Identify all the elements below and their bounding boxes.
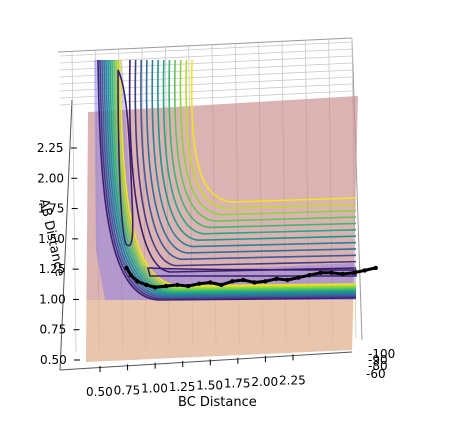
grid-line xyxy=(71,51,77,353)
trajectory-point xyxy=(285,277,290,283)
trajectory-point xyxy=(274,276,279,281)
trajectory-point xyxy=(230,279,235,284)
trajectory-point xyxy=(318,270,323,275)
trajectory-point xyxy=(307,273,312,278)
trajectory-point xyxy=(164,283,169,289)
z-axis-ticks: -100-90-80-60 xyxy=(366,347,395,381)
trajectory-point xyxy=(351,270,356,275)
surface-apron xyxy=(86,300,356,362)
x-tick-label: 1.75 xyxy=(224,377,251,391)
y-tick-label: 0.75 xyxy=(40,323,67,337)
contour-lines xyxy=(97,59,357,301)
trajectory-point xyxy=(175,282,180,288)
contour-level-line xyxy=(103,59,357,297)
trajectory-point xyxy=(124,265,129,271)
contour-level-line xyxy=(119,59,357,287)
grid-line xyxy=(59,41,353,57)
x-tick-label: 2.25 xyxy=(279,373,306,387)
x-tick-label: 0.50 xyxy=(86,385,113,399)
trajectory-point xyxy=(219,282,224,288)
trajectory-point xyxy=(329,270,334,275)
y-tick-label: 2.00 xyxy=(37,171,64,185)
contour-level-line xyxy=(111,59,357,292)
trajectory-point xyxy=(135,279,140,284)
contour-level-line xyxy=(99,59,357,300)
trajectory-point xyxy=(208,280,213,285)
y-axis-ticks: 0.50 0.75 1.00 1.25 1.50 1.75 2.00 2.25 xyxy=(37,141,80,367)
trajectory-point xyxy=(362,268,367,273)
x-tick-label: 1.25 xyxy=(169,380,196,394)
trajectory-point xyxy=(152,285,158,290)
x-axis-label: BC Distance xyxy=(178,395,257,410)
trajectory-path xyxy=(124,265,378,290)
contour-level-line xyxy=(105,59,357,296)
trajectory-point xyxy=(128,273,134,278)
y-tick-label: 1.75 xyxy=(38,202,65,216)
trajectory-point xyxy=(241,277,246,283)
trajectory-point xyxy=(186,283,191,289)
y-tick-label: 1.50 xyxy=(38,232,65,246)
y-tick-label: 1.25 xyxy=(39,262,66,276)
trajectory-point xyxy=(340,271,345,277)
y-tick-label: 2.25 xyxy=(37,141,64,155)
z-tick-label: -60 xyxy=(366,367,386,381)
z-tick-label: -90 xyxy=(368,353,388,367)
z-tick-label: -80 xyxy=(368,359,388,373)
trajectory-point xyxy=(263,279,268,284)
grid-line xyxy=(59,99,73,371)
grid-line xyxy=(351,37,363,341)
grid-line xyxy=(59,351,353,371)
x-tick-label: 2.00 xyxy=(251,375,278,389)
x-tick-label: 0.75 xyxy=(114,383,141,397)
y-tick-label: 0.50 xyxy=(40,353,67,367)
y-tick-label: 1.00 xyxy=(39,292,66,306)
trajectory-point xyxy=(144,282,149,288)
trajectory-point xyxy=(373,265,378,271)
x-tick-label: 1.50 xyxy=(196,378,223,392)
trajectory-point xyxy=(296,275,301,280)
z-tick-label: -100 xyxy=(368,347,395,361)
x-axis-ticks: 0.50 0.75 1.00 1.25 1.50 1.75 2.00 2.25 xyxy=(86,354,306,399)
trajectory-point xyxy=(252,280,257,285)
grid-line xyxy=(57,37,353,53)
contour-level-line xyxy=(101,59,357,299)
x-tick-label: 1.00 xyxy=(141,382,168,396)
contour-level-line xyxy=(117,69,134,247)
trajectory-point xyxy=(197,281,202,286)
contour-level-line xyxy=(107,59,357,295)
contour-level-line xyxy=(146,267,357,277)
